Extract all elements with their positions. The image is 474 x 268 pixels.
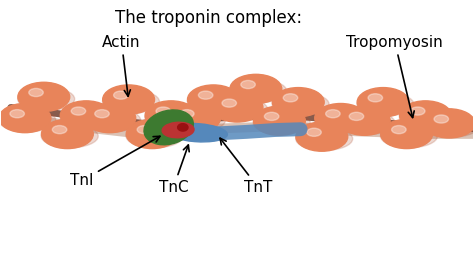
Circle shape bbox=[296, 122, 348, 151]
Circle shape bbox=[18, 82, 70, 111]
Circle shape bbox=[392, 125, 406, 134]
Circle shape bbox=[211, 93, 263, 122]
Ellipse shape bbox=[162, 122, 194, 138]
Ellipse shape bbox=[272, 93, 329, 116]
Circle shape bbox=[95, 110, 109, 118]
Circle shape bbox=[254, 106, 305, 135]
Circle shape bbox=[52, 125, 67, 134]
Ellipse shape bbox=[102, 90, 159, 113]
Circle shape bbox=[188, 85, 239, 114]
Ellipse shape bbox=[187, 90, 244, 113]
Ellipse shape bbox=[60, 106, 117, 129]
Circle shape bbox=[156, 107, 171, 115]
Circle shape bbox=[71, 107, 86, 115]
Ellipse shape bbox=[230, 79, 287, 103]
Circle shape bbox=[283, 94, 298, 102]
Ellipse shape bbox=[144, 110, 193, 145]
Circle shape bbox=[169, 103, 220, 133]
Ellipse shape bbox=[126, 124, 183, 148]
Circle shape bbox=[41, 120, 93, 148]
Circle shape bbox=[199, 91, 213, 99]
Text: Actin: Actin bbox=[102, 35, 141, 96]
Ellipse shape bbox=[423, 114, 474, 137]
Circle shape bbox=[145, 101, 197, 130]
Ellipse shape bbox=[315, 109, 372, 132]
Ellipse shape bbox=[178, 124, 188, 131]
Ellipse shape bbox=[381, 124, 438, 148]
Circle shape bbox=[0, 103, 51, 133]
Circle shape bbox=[230, 74, 282, 103]
Circle shape bbox=[315, 103, 366, 133]
Circle shape bbox=[222, 99, 237, 107]
Circle shape bbox=[423, 109, 474, 138]
Text: TnC: TnC bbox=[159, 145, 189, 195]
Ellipse shape bbox=[399, 106, 456, 129]
Circle shape bbox=[400, 101, 451, 130]
Ellipse shape bbox=[253, 111, 310, 135]
Ellipse shape bbox=[166, 124, 228, 142]
Circle shape bbox=[357, 88, 409, 117]
Circle shape bbox=[241, 80, 255, 89]
Ellipse shape bbox=[0, 109, 56, 132]
Circle shape bbox=[264, 112, 279, 120]
Ellipse shape bbox=[357, 93, 414, 116]
Circle shape bbox=[381, 120, 433, 148]
Text: Tropomyosin: Tropomyosin bbox=[346, 35, 443, 118]
Circle shape bbox=[368, 94, 383, 102]
Ellipse shape bbox=[211, 98, 268, 121]
Circle shape bbox=[137, 125, 152, 134]
Ellipse shape bbox=[296, 127, 353, 150]
Circle shape bbox=[326, 110, 340, 118]
Circle shape bbox=[338, 106, 390, 135]
Text: TnT: TnT bbox=[220, 138, 273, 195]
Circle shape bbox=[180, 110, 194, 118]
Circle shape bbox=[10, 110, 25, 118]
Ellipse shape bbox=[83, 109, 141, 132]
Circle shape bbox=[273, 88, 324, 117]
Circle shape bbox=[434, 115, 448, 123]
Ellipse shape bbox=[168, 109, 226, 132]
Circle shape bbox=[103, 85, 155, 114]
Text: TnI: TnI bbox=[70, 136, 160, 188]
Ellipse shape bbox=[41, 124, 98, 148]
Ellipse shape bbox=[18, 87, 75, 111]
Circle shape bbox=[410, 107, 425, 115]
Circle shape bbox=[114, 91, 128, 99]
Circle shape bbox=[307, 128, 321, 136]
Ellipse shape bbox=[145, 106, 202, 129]
Circle shape bbox=[126, 120, 178, 148]
Circle shape bbox=[29, 88, 43, 96]
Ellipse shape bbox=[338, 111, 395, 135]
Circle shape bbox=[60, 101, 112, 130]
Circle shape bbox=[84, 103, 136, 133]
Text: The troponin complex:: The troponin complex: bbox=[115, 9, 302, 27]
Circle shape bbox=[349, 112, 364, 120]
